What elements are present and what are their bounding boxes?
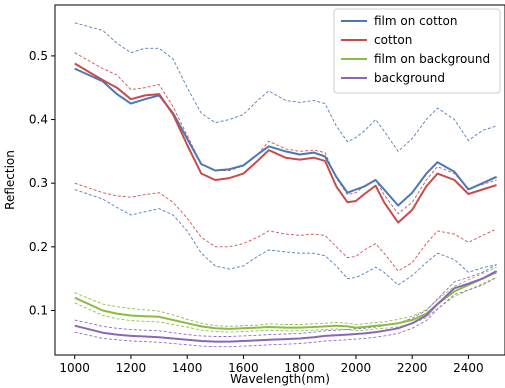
legend-box: [333, 8, 501, 94]
x-tick-label: 2200: [397, 361, 428, 375]
x-tick-label: 1600: [228, 361, 259, 375]
series-0-lower-band: [74, 189, 497, 286]
series-3-lower-band: [74, 277, 497, 348]
x-axis: 1000 1200 1400 1600 1800 2000 2200 2400: [59, 355, 484, 375]
x-tick-label: 1400: [172, 361, 203, 375]
series-0-upper-band: [74, 22, 497, 153]
y-axis-label: Reflection: [3, 150, 17, 210]
series-3-line: [74, 270, 498, 343]
x-tick-label: 1800: [284, 361, 315, 375]
series-2-line: [74, 271, 498, 330]
y-tick-label: 0.1: [29, 303, 48, 317]
y-tick-label: 0.5: [29, 49, 48, 63]
y-tick-label: 0.3: [29, 176, 48, 190]
x-tick-label: 1200: [116, 361, 147, 375]
legend-label: background: [374, 71, 445, 85]
series-1-lower-band: [74, 182, 497, 272]
x-axis-label: Wavelength(nm): [230, 372, 330, 386]
y-tick-label: 0.4: [29, 113, 48, 127]
variance-bands: [74, 22, 497, 348]
series-1-upper-band: [74, 52, 497, 215]
series-3-upper-band: [74, 264, 497, 337]
y-tick-label: 0.2: [29, 240, 48, 254]
legend-label: cotton: [374, 33, 412, 47]
series-1-line: [74, 62, 497, 224]
x-tick-label: 2400: [453, 361, 484, 375]
plot-area-frame: [54, 4, 505, 356]
legend-label: film on background: [374, 52, 490, 66]
x-tick-label: 1000: [59, 361, 90, 375]
series-2-upper-band: [74, 266, 497, 327]
y-axis: 0.1 0.2 0.3 0.4 0.5: [29, 49, 55, 317]
mean-lines: [74, 62, 498, 343]
legend: film on cotton cotton film on background ba…: [333, 8, 501, 94]
legend-label: film on cotton: [374, 14, 457, 28]
x-tick-label: 2000: [341, 361, 372, 375]
series-2-lower-band: [74, 276, 497, 333]
